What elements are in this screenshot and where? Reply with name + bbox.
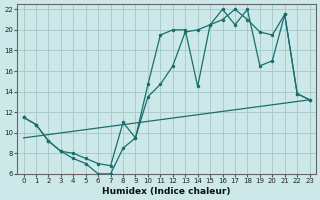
X-axis label: Humidex (Indice chaleur): Humidex (Indice chaleur) (102, 187, 231, 196)
